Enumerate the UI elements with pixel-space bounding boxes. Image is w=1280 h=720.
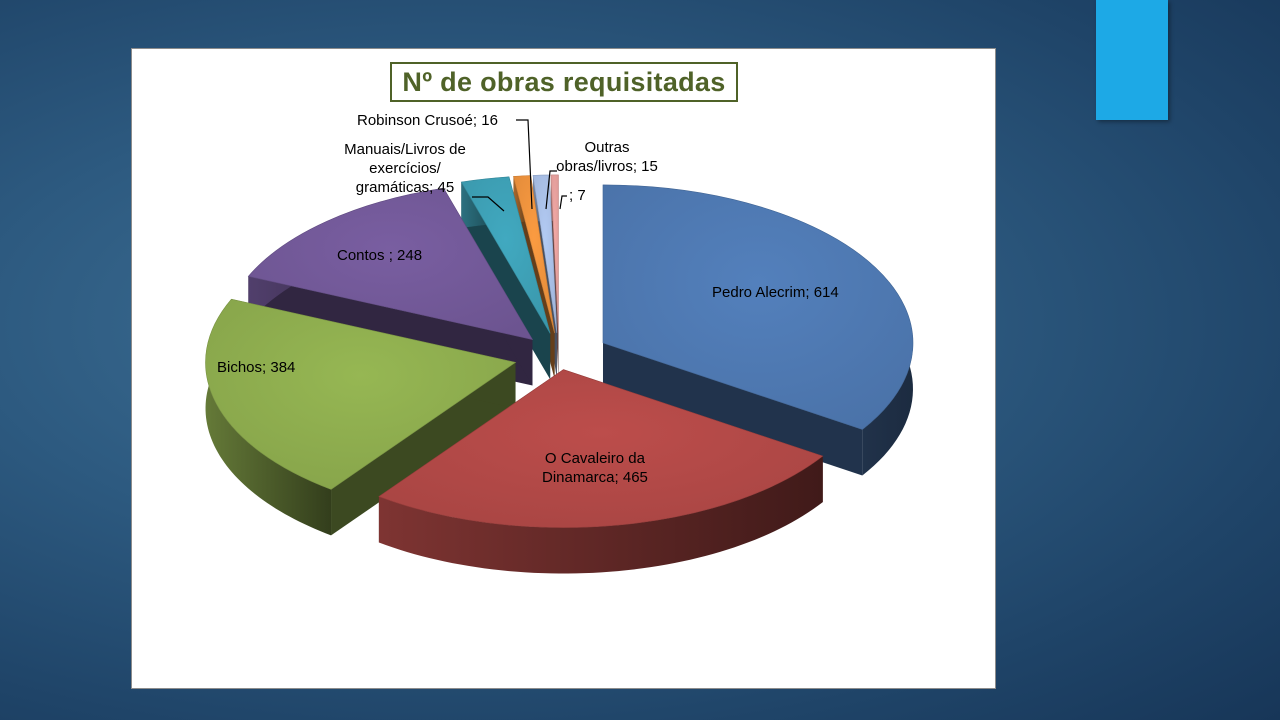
chart-frame: Nº de obras requisitadas Pedro Alecrim; … — [131, 48, 996, 689]
leader-manuais — [472, 196, 505, 212]
pie-slice-top-3 — [247, 187, 534, 340]
leader-outras — [545, 170, 557, 210]
pie-chart-svg — [205, 119, 914, 574]
data-label-o-cavaleiro: O Cavaleiro da Dinamarca; 465 — [542, 450, 648, 486]
pie-slice-1 — [378, 369, 824, 574]
pie-slice-top-7 — [550, 174, 559, 333]
data-label-robinson-crusoe: Robinson Crusoé; 16 — [357, 112, 498, 129]
pie-slice-4 — [460, 176, 551, 380]
data-label-outras: Outras obras/livros; 15 — [556, 139, 658, 175]
pie-slice-side-1 — [378, 456, 823, 574]
data-label-bichos: Bichos; 384 — [217, 359, 296, 376]
leader-robinson — [516, 119, 533, 210]
data-label-unnamed: ; 7 — [569, 187, 586, 204]
chart-title: Nº de obras requisitadas — [390, 62, 738, 102]
pie-slice-top-4 — [460, 176, 551, 334]
pie-slice-wall-2-0 — [331, 362, 516, 536]
pie-slice-top-1 — [378, 369, 824, 528]
pie-slice-top-0 — [602, 184, 914, 430]
data-label-manuais: Manuais/Livros de exercícios/ gramáticas… — [344, 141, 466, 196]
pie-slice-wall-4-0 — [461, 182, 551, 380]
accent-bar — [1096, 0, 1168, 120]
pie-slice-0 — [602, 184, 914, 476]
pie-slice-wall-0-1 — [602, 342, 863, 476]
pie-slice-2 — [205, 298, 517, 536]
pie-slice-top-2 — [205, 298, 517, 490]
data-label-pedro-alecrim: Pedro Alecrim; 614 — [712, 284, 839, 301]
leader-unnamed — [559, 195, 567, 210]
data-label-contos: Contos ; 248 — [337, 247, 423, 264]
pie-slice-side-2 — [205, 299, 332, 536]
